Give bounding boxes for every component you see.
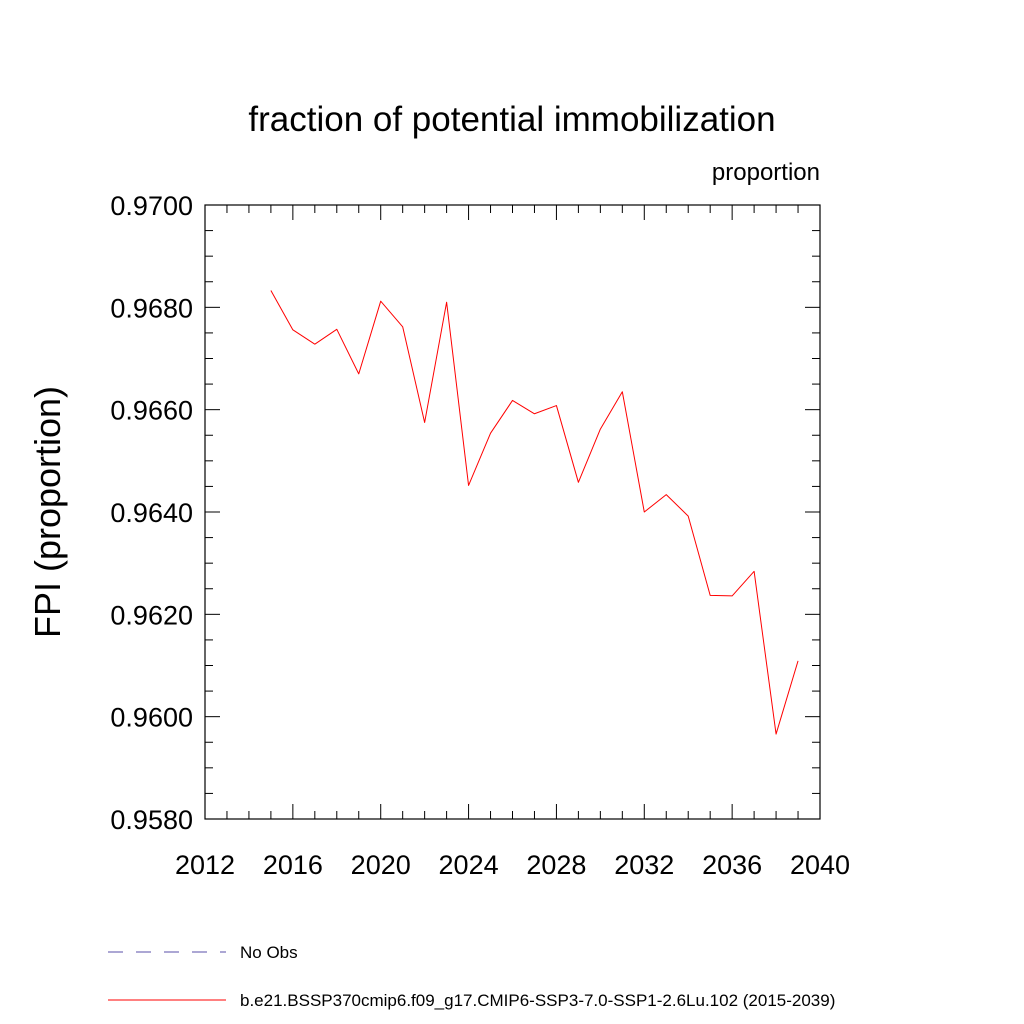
legend: No Obs b.e21.BSSP370cmip6.f09_g17.CMIP6-S… (108, 943, 835, 1010)
x-tick-label: 2016 (263, 850, 323, 880)
x-axis: 2012 2016 2020 2024 2028 2032 2036 2040 (175, 205, 850, 880)
x-tick-label: 2024 (439, 850, 499, 880)
series-line (270, 290, 799, 735)
units-label: proportion (712, 159, 820, 186)
y-axis-label: FPI (proportion) (27, 386, 68, 638)
y-axis: 0.9580 0.9600 0.9620 0.9640 0.9660 0.9680 0.97… (110, 191, 820, 835)
y-tick-label: 0.9660 (110, 396, 193, 426)
x-tick-label: 2020 (351, 850, 411, 880)
chart-title: fraction of potential immobilization (248, 100, 775, 139)
x-tick-label: 2040 (790, 850, 850, 880)
series-layer (270, 290, 799, 735)
plot-area-border (204, 204, 821, 820)
y-tick-label: 0.9700 (110, 191, 193, 221)
legend-label: b.e21.BSSP370cmip6.f09_g17.CMIP6-SSP3-7.… (240, 991, 835, 1010)
x-tick-label: 2036 (702, 850, 762, 880)
x-tick-label: 2032 (614, 850, 674, 880)
y-tick-label: 0.9600 (110, 703, 193, 733)
y-tick-label: 0.9640 (110, 498, 193, 528)
y-tick-label: 0.9680 (110, 293, 193, 323)
y-tick-label: 0.9620 (110, 600, 193, 630)
x-tick-label: 2012 (175, 850, 235, 880)
legend-label: No Obs (240, 943, 298, 962)
y-tick-label: 0.9580 (110, 805, 193, 835)
x-tick-label: 2028 (526, 850, 586, 880)
